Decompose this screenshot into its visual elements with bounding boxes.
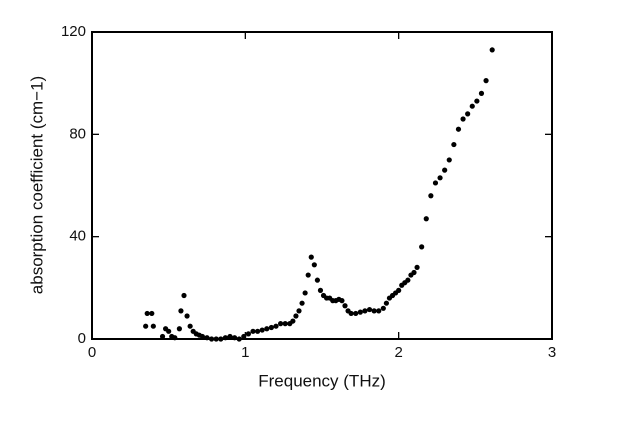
data-point	[419, 244, 425, 250]
data-point	[478, 90, 485, 96]
data-point	[455, 126, 462, 132]
data-point	[311, 262, 317, 268]
x-tick-label: 1	[241, 344, 249, 361]
data-point	[428, 193, 434, 199]
data-point	[296, 308, 302, 314]
data-point	[236, 336, 242, 342]
data-point	[264, 326, 270, 332]
y-tick-label: 0	[78, 330, 86, 347]
data-point	[383, 300, 389, 306]
data-point	[442, 167, 448, 173]
data-point	[273, 323, 279, 329]
data-point	[150, 323, 156, 329]
data-point	[250, 328, 256, 334]
data-point	[411, 269, 417, 276]
data-point	[227, 333, 233, 340]
data-point	[314, 277, 320, 283]
y-tick-label: 120	[61, 23, 86, 40]
x-tick-label: 3	[548, 344, 556, 361]
data-point	[371, 308, 377, 314]
data-point	[299, 300, 305, 306]
data-point	[489, 47, 495, 53]
data-point	[178, 308, 184, 314]
data-point	[460, 116, 466, 122]
data-point	[366, 306, 373, 313]
y-tick-label: 80	[69, 125, 86, 142]
data-point	[423, 216, 429, 222]
data-point	[268, 324, 274, 331]
data-point	[451, 141, 457, 148]
data-point	[282, 321, 288, 327]
x-tick-label: 2	[394, 344, 402, 361]
data-point	[222, 335, 228, 341]
data-point	[204, 335, 210, 341]
data-point	[348, 310, 354, 317]
data-point	[437, 175, 443, 181]
data-point	[245, 331, 251, 337]
data-point	[172, 335, 178, 341]
data-point	[144, 310, 150, 317]
data-point	[357, 309, 363, 315]
y-tick-label: 40	[69, 228, 86, 245]
data-point	[469, 103, 475, 109]
data-point	[149, 310, 155, 317]
data-point	[302, 290, 308, 296]
data-point	[187, 323, 193, 329]
data-point	[465, 111, 471, 117]
data-point	[218, 336, 224, 342]
data-point	[396, 287, 402, 293]
x-axis-label: Frequency (THz)	[258, 371, 386, 390]
data-point	[305, 272, 311, 278]
x-tick-label: 0	[88, 344, 96, 361]
data-point	[380, 305, 386, 311]
data-point	[181, 292, 187, 299]
y-axis-label: absorption coefficient (cm−1)	[27, 76, 46, 294]
data-point	[432, 180, 439, 186]
data-point	[376, 308, 382, 314]
data-point	[241, 333, 247, 340]
data-point	[317, 287, 324, 293]
data-point	[213, 336, 219, 342]
data-point	[209, 336, 215, 342]
data-point	[259, 327, 265, 333]
data-point	[339, 298, 345, 304]
data-point	[353, 310, 359, 317]
data-point	[405, 277, 411, 283]
data-point	[159, 333, 166, 340]
data-point	[474, 98, 480, 104]
data-point	[166, 328, 172, 334]
data-point	[232, 335, 238, 341]
data-point	[255, 328, 261, 334]
data-point	[362, 308, 368, 314]
data-point	[483, 78, 489, 84]
data-point	[293, 313, 299, 319]
data-point	[278, 321, 284, 327]
data-point	[143, 323, 149, 329]
data-point	[414, 264, 420, 270]
plot-frame	[91, 31, 553, 340]
data-point	[446, 157, 452, 163]
data-point	[290, 318, 296, 324]
data-point	[184, 313, 190, 319]
data-point	[199, 333, 205, 340]
data-point	[342, 303, 348, 309]
data-point	[176, 326, 182, 332]
data-point	[308, 254, 314, 260]
